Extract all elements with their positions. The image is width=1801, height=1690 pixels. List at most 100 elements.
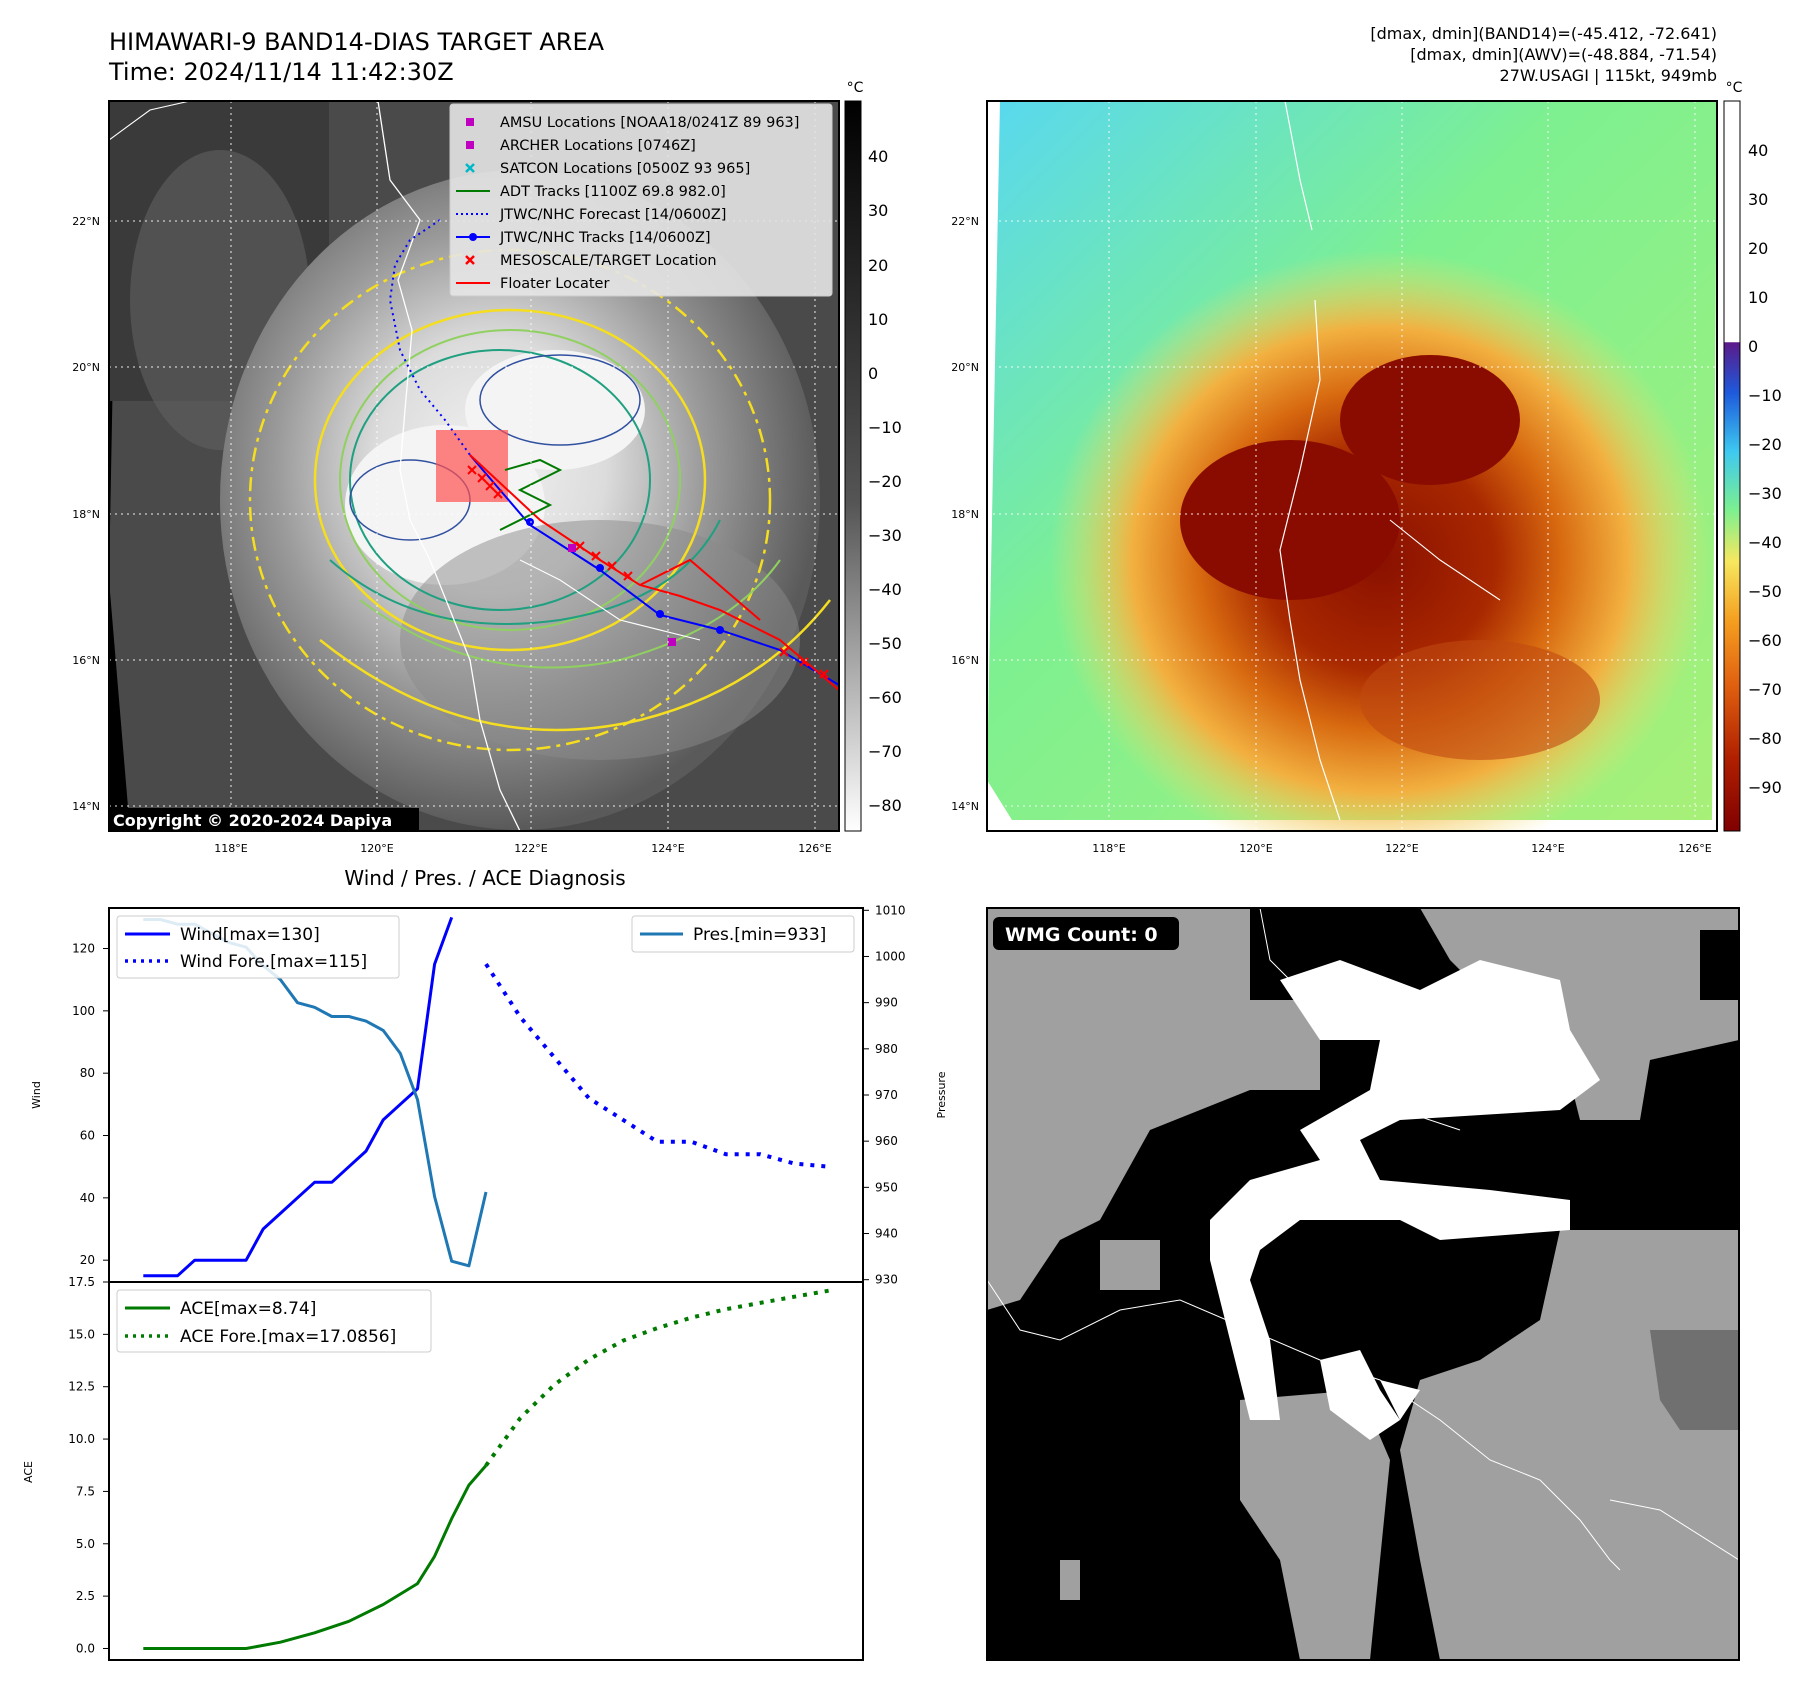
svg-text:18°N: 18°N [951, 508, 979, 521]
awv-colorbar-unit: °C [1726, 80, 1743, 96]
legend-satcon-icon [465, 163, 475, 173]
floater-track [469, 454, 839, 691]
series-wind [143, 916, 454, 1278]
svg-text:22°N: 22°N [72, 215, 100, 228]
legend-ace: ACE[max=8.74] [180, 1299, 316, 1319]
svg-text:−40: −40 [868, 580, 902, 599]
svg-text:20°N: 20°N [951, 361, 979, 374]
y-tick-label: 80 [80, 1066, 95, 1080]
svg-text:14°N: 14°N [72, 800, 100, 813]
svg-text:−60: −60 [868, 688, 902, 707]
svg-text:30: 30 [1748, 190, 1768, 209]
svg-text:10: 10 [1748, 288, 1768, 307]
stats-band14: [dmax, dmin](BAND14)=(-45.412, -72.641) [1370, 24, 1717, 43]
svg-text:122°E: 122°E [1385, 842, 1418, 855]
adt-tracks [499, 458, 563, 531]
y-tick-label: 40 [80, 1191, 95, 1205]
svg-text:−30: −30 [1748, 484, 1782, 503]
svg-text:20°N: 20°N [72, 361, 100, 374]
pressure-axis-label: Pressure [935, 1071, 948, 1118]
y-tick-label: 60 [80, 1129, 95, 1143]
legend-ace-fore: ACE Fore.[max=17.0856] [180, 1327, 396, 1347]
wind-pressure-chart: Wind Pressure 20 40 60 80 100 120 930 940 950 96… [30, 903, 948, 1286]
svg-text:−10: −10 [1748, 386, 1782, 405]
awv-satellite-image [987, 101, 1717, 831]
awv-colorbar: °C 40 30 20 10 0 −10 −20 −30 −40 −50 −60… [1723, 80, 1782, 832]
y2-tick-label: 1000 [875, 949, 906, 963]
figure-time: Time: 2024/11/14 11:42:30Z [108, 58, 454, 86]
svg-text:30: 30 [868, 201, 888, 220]
y2-tick-label: 970 [875, 1088, 898, 1102]
copyright-label: Copyright © 2020-2024 Dapiya [113, 811, 392, 830]
legend-satcon: SATCON Locations [0500Z 93 965] [500, 161, 750, 177]
legend-wind: Wind[max=130] [180, 925, 320, 945]
wind-axis-label: Wind [30, 1081, 43, 1109]
ir-lat-labels: 22°N 20°N 18°N 16°N 14°N [72, 215, 100, 813]
y-tick-label: 17.5 [68, 1275, 95, 1289]
legend-tracks: JTWC/NHC Tracks [14/0600Z] [499, 230, 711, 246]
svg-text:20: 20 [1748, 239, 1768, 258]
svg-text:−90: −90 [1748, 778, 1782, 797]
svg-text:40: 40 [1748, 141, 1768, 160]
svg-text:122°E: 122°E [514, 842, 547, 855]
svg-text:18°N: 18°N [72, 508, 100, 521]
svg-text:−70: −70 [1748, 680, 1782, 699]
svg-text:−50: −50 [868, 634, 902, 653]
y-tick-label: 15.0 [68, 1327, 95, 1341]
ace-series-group [143, 1288, 830, 1650]
awv-colorbar-ticks: 40 30 20 10 0 −10 −20 −30 −40 −50 −60 −7… [1748, 141, 1782, 797]
wind-legend: Wind[max=130] Wind Fore.[max=115] Pres.[… [116, 915, 855, 979]
awv-lon-labels: 118°E 120°E 122°E 124°E 126°E [1092, 842, 1711, 855]
svg-text:−80: −80 [1748, 729, 1782, 748]
svg-text:124°E: 124°E [651, 842, 684, 855]
awv-lat-labels: 22°N 20°N 18°N 16°N 14°N [951, 215, 979, 813]
wmg-image: WMG Count: 0 [987, 908, 1739, 1660]
stats-awv: [dmax, dmin](AWV)=(-48.884, -71.54) [1410, 45, 1717, 64]
ir-colorbar: °C 40 30 20 10 0 −10 −20 −30 −40 −50 −60… [844, 80, 902, 832]
svg-text:40: 40 [868, 147, 888, 166]
legend-mesoscale-icon [465, 255, 475, 265]
legend-archer-icon [466, 141, 474, 149]
figure-title: HIMAWARI-9 BAND14-DIAS TARGET AREA [109, 28, 605, 56]
y2-tick-label: 950 [875, 1180, 898, 1194]
wmg-count-label: WMG Count: 0 [1005, 924, 1158, 946]
svg-text:16°N: 16°N [72, 654, 100, 667]
svg-text:0: 0 [1748, 337, 1758, 356]
svg-text:−30: −30 [868, 526, 902, 545]
ace-y-ticks: 0.0 2.5 5.0 7.5 10.0 12.5 15.0 17.5 [68, 1275, 109, 1655]
y-tick-label: 7.5 [76, 1484, 95, 1498]
y-tick-label: 12.5 [68, 1380, 95, 1394]
y-tick-label: 20 [80, 1253, 95, 1267]
wind-y-ticks: 20 40 60 80 100 120 [72, 942, 109, 1267]
svg-text:118°E: 118°E [214, 842, 247, 855]
y2-tick-label: 940 [875, 1227, 898, 1241]
svg-text:120°E: 120°E [1239, 842, 1272, 855]
svg-text:124°E: 124°E [1531, 842, 1564, 855]
series-ace [143, 1464, 488, 1650]
legend-floater: Floater Locater [500, 276, 609, 292]
svg-text:−10: −10 [868, 418, 902, 437]
y2-tick-label: 960 [875, 1134, 898, 1148]
ir-legend: AMSU Locations [NOAA18/0241Z 89 963] ARC… [449, 103, 833, 297]
svg-text:126°E: 126°E [1678, 842, 1711, 855]
svg-text:118°E: 118°E [1092, 842, 1125, 855]
legend-amsu: AMSU Locations [NOAA18/0241Z 89 963] [500, 115, 799, 131]
ace-legend: ACE[max=8.74] ACE Fore.[max=17.0856] [116, 1289, 432, 1353]
awv-grid [987, 101, 1717, 831]
legend-archer: ARCHER Locations [0746Z] [500, 138, 696, 154]
series-ace-fore [484, 1288, 830, 1467]
mesoscale-markers [467, 465, 829, 679]
legend-amsu-icon [466, 118, 474, 126]
y2-tick-label: 980 [875, 1042, 898, 1056]
svg-text:22°N: 22°N [951, 215, 979, 228]
svg-text:−80: −80 [868, 796, 902, 815]
legend-mesoscale: MESOSCALE/TARGET Location [500, 253, 717, 269]
y-tick-label: 2.5 [76, 1589, 95, 1603]
y2-tick-label: 1010 [875, 903, 906, 917]
amsu-marker [568, 544, 576, 552]
y-tick-label: 10.0 [68, 1432, 95, 1446]
legend-adt: ADT Tracks [1100Z 69.8 982.0] [500, 184, 726, 200]
ir-colorbar-ticks: 40 30 20 10 0 −10 −20 −30 −40 −50 −60 −7… [868, 147, 902, 815]
svg-text:−20: −20 [868, 472, 902, 491]
ace-axis-label: ACE [22, 1461, 35, 1483]
